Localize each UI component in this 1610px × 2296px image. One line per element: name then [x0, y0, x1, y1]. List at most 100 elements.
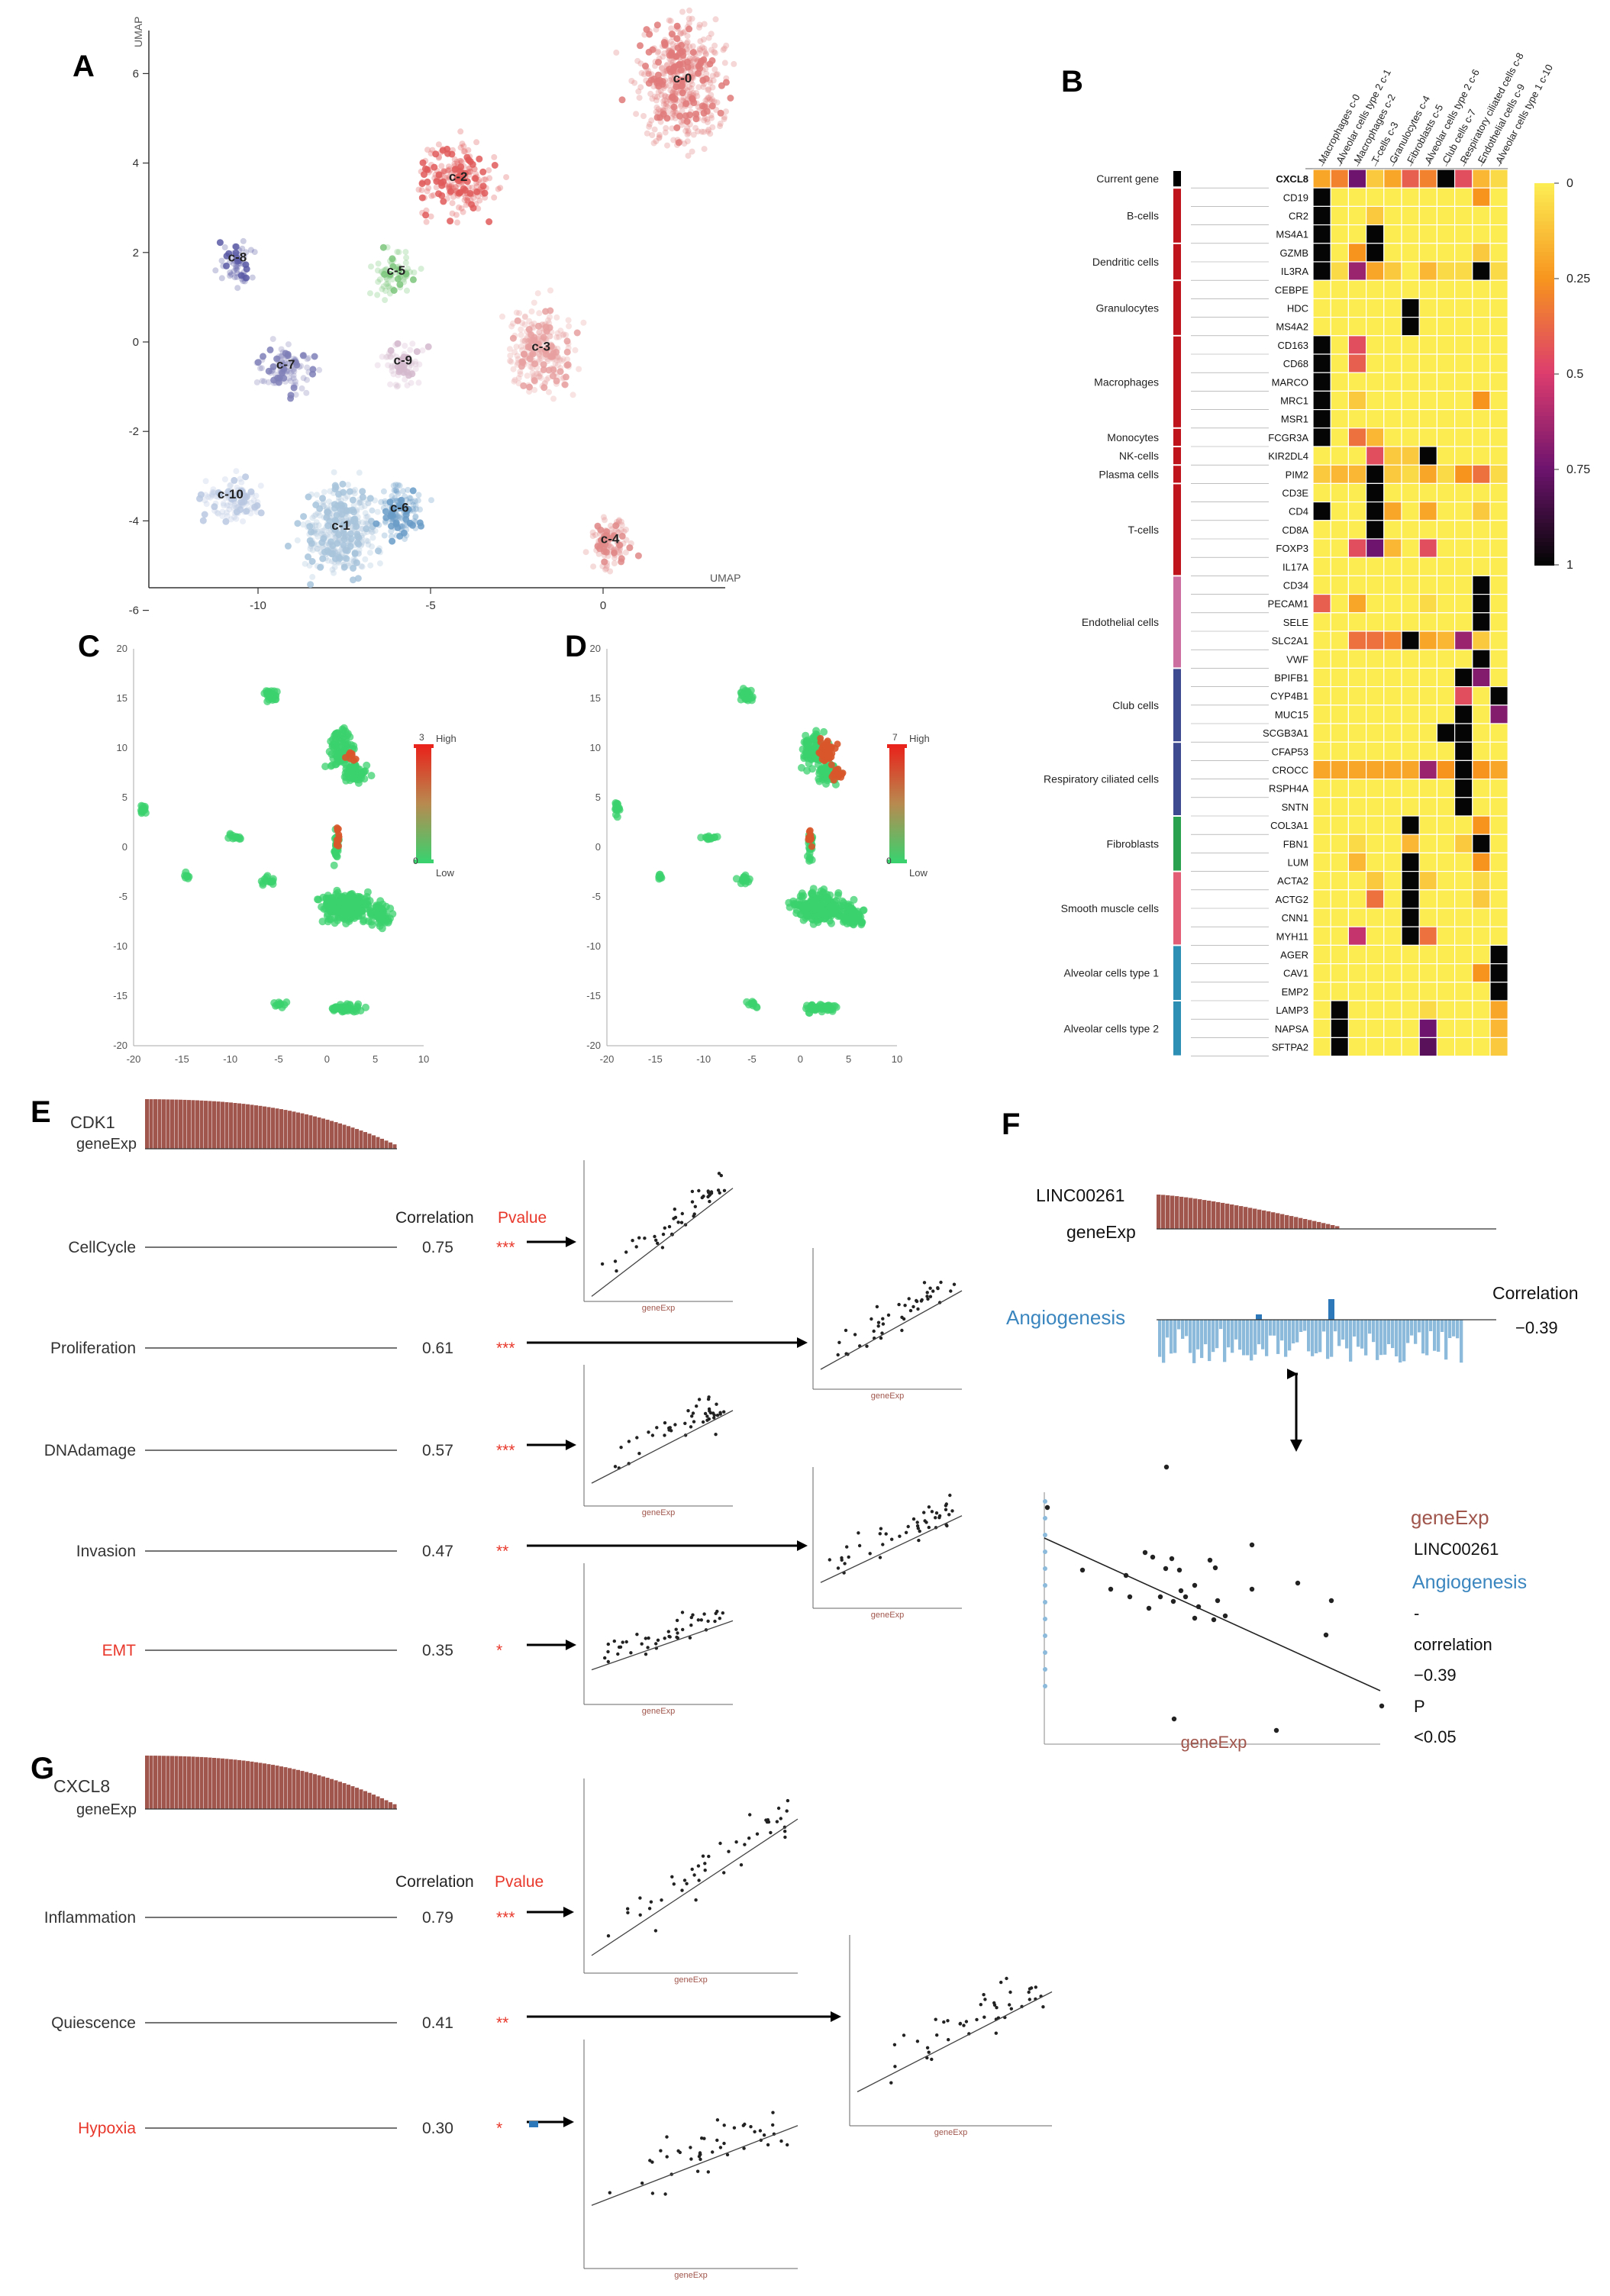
panel-a-cell-point [469, 184, 476, 191]
panel-e-scatter-point [836, 1353, 840, 1357]
panel-a-cell-point [521, 314, 528, 321]
panel-a-cell-point [457, 128, 464, 135]
panel-b-heat-cell [1436, 390, 1456, 411]
panel-b-heat-cell [1383, 243, 1402, 263]
panel-a-cell-point [711, 49, 718, 55]
panel-b-gene-label: LUM [1288, 857, 1308, 869]
panel-b-gene-label: BPIFB1 [1274, 672, 1308, 684]
panel-a-cell-point [309, 514, 316, 521]
panel-a-cell-point [425, 169, 432, 176]
panel-a-cell-point [660, 108, 667, 114]
panel-b-heat-cell [1418, 335, 1437, 355]
panel-a-cell-point [491, 162, 498, 169]
panel-b-heat-cell [1418, 538, 1437, 558]
panel-a-cell-point [681, 140, 688, 147]
panel-a-cell-point [411, 269, 418, 276]
panel-a-cell-point [701, 103, 708, 111]
panel-a-cell-point [387, 381, 394, 388]
panel-a-cell-point [236, 489, 243, 496]
panel-a-cell-point [380, 488, 387, 495]
panel-a-cell-point [671, 92, 678, 99]
panel-a-cell-point [441, 182, 448, 189]
panel-b-heat-cell [1401, 575, 1420, 595]
panel-e-scatter-point [654, 1642, 658, 1646]
panel-a-cell-point [547, 314, 553, 321]
panelC-x-tick-label: -15 [175, 1053, 189, 1065]
panel-a-cell-point [549, 353, 556, 360]
panel-e-gene-expression-bar [204, 1101, 208, 1149]
panel-e-scatter-point [872, 1329, 876, 1333]
panel-b-heat-cell [1489, 852, 1508, 872]
panel-b-heat-cell [1418, 723, 1437, 743]
panel-a-cell-point [545, 366, 553, 374]
panel-e-scatter-point [676, 1631, 679, 1635]
panel-a-cell-point [375, 279, 382, 285]
panel-a-cell-point [289, 358, 295, 365]
panel-b-heat-cell [1436, 408, 1456, 429]
panel-b-heat-cell [1383, 926, 1402, 946]
panel-a-cell-point [447, 188, 454, 195]
panel-e-scatter-point [606, 1642, 610, 1646]
panel-a-cell-point [682, 127, 689, 134]
panel-b-gene-label: SNTN [1282, 801, 1308, 813]
panel-a-cell-point [511, 332, 518, 339]
panel-b-gene-label: KIR2DL4 [1268, 450, 1308, 462]
panel-f-gene-expression-bar [1294, 1217, 1299, 1229]
panel-a-cell-point [222, 495, 229, 501]
panel-a-cell-point [537, 346, 544, 353]
panel-b-heat-cell [1383, 944, 1402, 965]
panel-a-cell-point [209, 489, 216, 495]
panel-b-heat-cell [1347, 353, 1367, 373]
panel-b-heat-cell [1454, 834, 1473, 853]
panel-a-cell-point [692, 115, 700, 123]
panel-a-cell-point [382, 274, 389, 281]
panel-b-gene-label: ACTG2 [1276, 894, 1308, 905]
panel-a-cell-point [363, 529, 370, 536]
panel-a-cell-point [620, 540, 627, 547]
panel-a-cell-point [254, 359, 262, 366]
panel-b-heat-cell [1383, 464, 1402, 485]
panel-b-heat-cell [1383, 482, 1402, 503]
panel-a-cell-point [355, 550, 362, 557]
panel-a-cell-point [559, 357, 565, 364]
panel-a-cell-point [517, 368, 524, 375]
panel-a-cell-point [524, 344, 531, 351]
panel-b-heat-cell [1489, 723, 1508, 743]
panel-b-heat-cell [1489, 538, 1508, 558]
panel-b-heat-cell [1330, 593, 1349, 614]
panel-b-heat-cell [1401, 224, 1420, 244]
panel-a-cell-point [669, 46, 676, 53]
panel-b-heat-cell [1472, 797, 1491, 817]
panel-a-cell-point [291, 368, 298, 375]
panel-a-cell-point [618, 518, 624, 525]
panel-b-heat-cell [1401, 741, 1420, 762]
panel-b-heat-cell [1454, 353, 1473, 373]
panel-a-cell-point [684, 138, 691, 145]
panel-e-scatter-point [624, 1250, 628, 1254]
panel-b-heat-cell [1472, 723, 1491, 743]
panel-e-scatter-point [898, 1534, 902, 1538]
panel-e-gene-expression-bar [271, 1108, 275, 1149]
panel-a-cell-point [668, 25, 675, 32]
panel-a-cell-point [392, 524, 398, 531]
panel-a-cell-point [335, 549, 342, 555]
panel-f-gene-expression-bar [1216, 1201, 1221, 1229]
panel-a-cell-point [664, 104, 671, 111]
panel-b-heat-cell [1472, 390, 1491, 411]
panel-a-cell-point [683, 46, 690, 53]
panel-e-scatter-point [934, 1516, 937, 1520]
panel-a-cell-point [618, 558, 625, 566]
panel-b-heat-cell [1365, 501, 1385, 521]
panel-a-cell-point [663, 101, 669, 108]
panel-a-cell-point [667, 87, 674, 94]
panel-a-cell-point [394, 340, 402, 347]
panel-a-cell-point [363, 520, 369, 527]
panel-a-cell-point [641, 31, 648, 38]
panel-e-scatter-point [680, 1611, 685, 1614]
panel-a-cell-point [331, 485, 339, 493]
panel-f-pathway-bar [1242, 1320, 1246, 1356]
panelD-y-tick-label: -20 [586, 1040, 601, 1051]
panel-a-cell-point [237, 476, 244, 482]
panel-a-cell-point [376, 521, 382, 528]
panel-b-heat-cell [1454, 279, 1473, 300]
